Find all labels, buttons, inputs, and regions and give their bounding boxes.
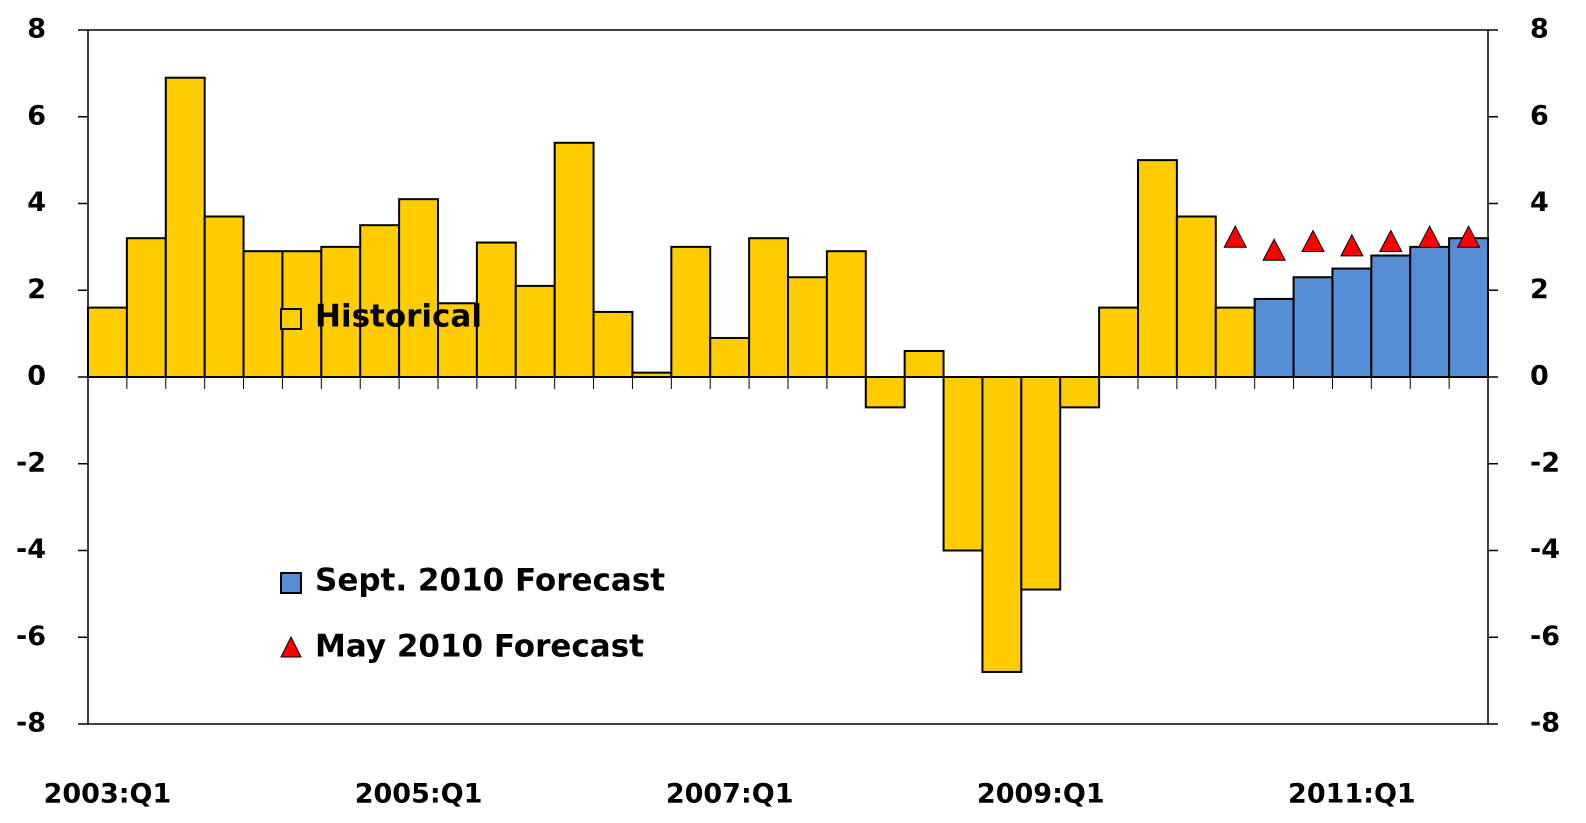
y2-tick-label: -8 [1530,708,1560,739]
bar [1448,237,1489,378]
bar [553,141,595,378]
legend-marker [280,572,302,594]
marker [1340,233,1364,257]
bar [164,76,206,379]
bar [1137,159,1178,378]
bar [864,376,906,409]
bar [748,237,789,378]
y2-tick-label: 0 [1530,361,1549,392]
bar [359,224,401,378]
x-tick-label: 2005:Q1 [355,779,483,810]
bar [242,250,284,378]
bar [125,237,167,378]
x-tick-label: 2003:Q1 [44,779,172,810]
y-tick-label: 6 [27,100,46,131]
bar [1020,376,1062,591]
bar [1214,306,1256,379]
y-tick-label: 0 [27,361,46,392]
y2-tick-label: 8 [1530,14,1549,45]
legend-marker [280,308,302,330]
bar [709,336,751,378]
legend-label: Sept. 2010 Forecast [315,563,665,599]
marker [1417,225,1442,248]
marker [1223,225,1248,248]
y2-tick-label: -2 [1530,447,1560,478]
bar [1292,276,1334,378]
marker [1378,229,1403,253]
bar [981,376,1023,673]
bar [670,245,712,378]
bar [1098,306,1139,379]
marker [1262,238,1286,261]
bar [592,310,634,378]
x-tick-label: 2009:Q1 [977,779,1105,810]
y2-tick-label: -6 [1530,621,1560,652]
y-tick-label: 4 [27,187,46,218]
bar [903,349,945,379]
legend-label: May 2010 Forecast [315,629,644,665]
bar [203,215,245,378]
bar [787,276,828,378]
bar [1059,376,1101,409]
y2-tick-label: 4 [1530,187,1549,218]
bar [1409,245,1451,378]
bar [942,376,984,552]
bar [320,245,362,378]
bar [1331,267,1373,378]
y-tick-label: -2 [16,447,46,478]
y2-tick-label: 6 [1530,100,1549,131]
y2-tick-label: 2 [1530,274,1549,305]
y-tick-label: -8 [16,708,46,739]
y2-tick-label: -4 [1530,534,1560,565]
bar [87,306,128,379]
y-tick-label: 8 [27,14,46,45]
y-tick-label: -6 [16,621,46,652]
y-tick-label: 2 [27,274,46,305]
marker [1456,225,1481,248]
bar [514,284,556,379]
x-tick-label: 2011:Q1 [1288,779,1416,810]
x-tick-label: 2007:Q1 [666,779,794,810]
bar [398,198,440,378]
bar [475,241,517,378]
legend-label: Historical [315,299,482,335]
marker [1301,229,1325,253]
y-tick-label: -4 [16,534,46,565]
bar [1370,254,1412,378]
bar [1175,215,1217,378]
legend-marker [280,635,302,658]
bar [1253,297,1295,378]
bar [825,250,867,378]
